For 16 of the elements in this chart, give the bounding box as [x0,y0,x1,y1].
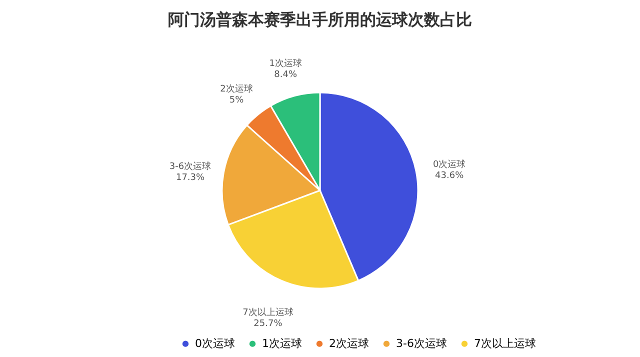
slice-label: 2次运球 [220,83,253,94]
data-label: 8.4% [274,70,298,80]
slice-label: 7次以上运球 [242,306,294,318]
data-label: 43.6% [435,171,464,182]
data-label: 25.7% [254,318,283,329]
chart-title: 阿门汤普森本赛季出手所用的运球次数占比 [168,10,472,29]
slice-label: 0次运球 [432,159,466,170]
legend-label: 1次运球 [262,336,302,350]
slice-label: 1次运球 [269,58,302,70]
data-label: 5% [229,95,244,106]
legend-label: 0次运球 [195,336,235,350]
slice-label: 3-6次运球 [169,161,212,172]
data-label: 17.3% [176,173,206,184]
legend-label: 2次运球 [329,336,369,350]
legend-label: 3-6次运球 [396,336,447,350]
legend-label: 7次以上运球 [474,336,536,350]
